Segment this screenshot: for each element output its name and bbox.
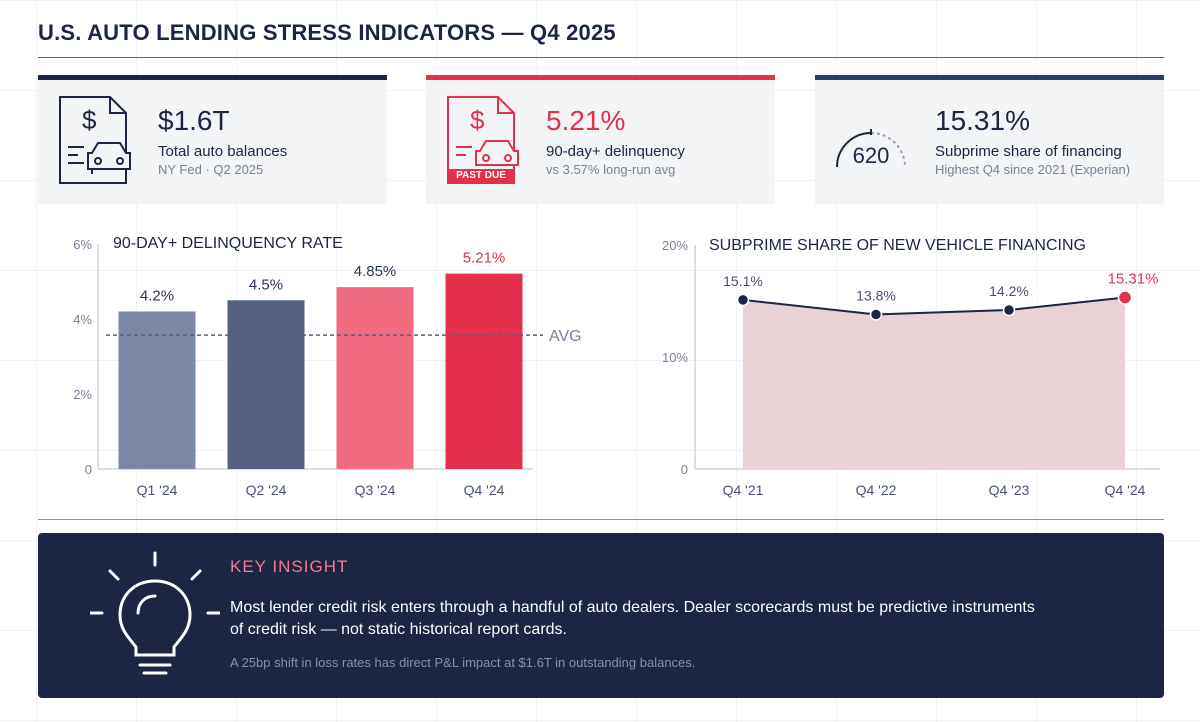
svg-text:$: $ — [470, 105, 485, 135]
bar — [118, 311, 196, 469]
y-tick-label: 0 — [681, 462, 688, 477]
auto-loan-document-icon: $ — [59, 96, 131, 184]
insight-footnote: A 25bp shift in loss rates has direct P&… — [230, 655, 696, 670]
bar-value-label: 4.2% — [140, 288, 174, 305]
kpi-source: Highest Q4 since 2021 (Experian) — [935, 162, 1131, 177]
bar — [336, 287, 414, 469]
kpi-value: $1.6T — [158, 105, 230, 136]
y-tick-label: 6% — [73, 237, 92, 252]
svg-text:$: $ — [82, 105, 97, 135]
x-tick-label: Q4 '24 — [1105, 482, 1146, 498]
kpi-source: NY Fed · Q2 2025 — [158, 162, 264, 177]
credit-score-gauge-icon — [836, 129, 906, 168]
kpi-value: 5.21% — [546, 105, 626, 136]
x-tick-label: Q4 '22 — [856, 482, 897, 498]
kpi-card-subprime: 620 15.31% Subprime share of financing H… — [815, 75, 1164, 204]
data-point — [1117, 290, 1133, 305]
x-tick-label: Q2 '24 — [246, 482, 287, 498]
past-due-document-icon: $ — [447, 96, 519, 184]
y-tick-label: 2% — [73, 387, 92, 402]
page-title: U.S. AUTO LENDING STRESS INDICATORS — Q4… — [38, 20, 616, 45]
area-chart-title: SUBPRIME SHARE OF NEW VEHICLE FINANCING — [709, 237, 1086, 254]
kpi-accent-bar — [815, 75, 1164, 80]
kpi-card-delinquency: $ PAST DUE 5.21% 90-day+ delinquency vs … — [426, 75, 775, 204]
insight-heading: KEY INSIGHT — [230, 557, 349, 576]
bar-value-label: 5.21% — [463, 250, 506, 267]
kpi-label: Total auto balances — [158, 143, 288, 160]
data-point — [1002, 303, 1016, 317]
point-value-label: 14.2% — [989, 283, 1029, 299]
title-divider — [38, 57, 1164, 58]
point-value-label: 15.31% — [1108, 271, 1159, 288]
kpi-label: 90-day+ delinquency — [546, 143, 685, 160]
past-due-badge: PAST DUE — [456, 170, 506, 181]
average-line-label: AVG — [549, 328, 582, 345]
bar — [227, 300, 305, 469]
bar-chart-title: 90-DAY+ DELINQUENCY RATE — [113, 235, 343, 252]
kpi-label: Subprime share of financing — [935, 143, 1122, 160]
key-insight-panel: KEY INSIGHT Most lender credit risk ente… — [38, 533, 1164, 698]
subprime-area-chart: SUBPRIME SHARE OF NEW VEHICLE FINANCING 0… — [662, 237, 1160, 498]
x-tick-label: Q4 '24 — [464, 482, 505, 498]
y-tick-label: 4% — [73, 312, 92, 327]
kpi-card-balances: $ $1.6T Total auto balances NY Fed · Q2 … — [38, 75, 387, 204]
series-line — [742, 296, 1126, 316]
lightbulb-icon — [90, 551, 220, 675]
kpi-comparison: vs 3.57% long-run avg — [546, 162, 676, 177]
section-divider — [38, 519, 1164, 520]
x-tick-label: Q4 '21 — [723, 482, 764, 498]
point-value-label: 13.8% — [856, 287, 896, 303]
insight-body: Most lender credit risk enters through a… — [230, 599, 1035, 638]
y-tick-label: 10% — [662, 350, 688, 365]
kpi-accent-bar — [38, 75, 387, 80]
bar-value-label: 4.5% — [249, 276, 283, 293]
x-tick-label: Q3 '24 — [355, 482, 396, 498]
x-tick-label: Q4 '23 — [989, 482, 1030, 498]
delinquency-bar-chart: 90-DAY+ DELINQUENCY RATE 0 2% 4% 6% 4.2% Q1 '2… — [73, 235, 582, 498]
gauge-value: 620 — [852, 143, 890, 168]
point-value-label: 15.1% — [723, 273, 763, 289]
kpi-value: 15.31% — [935, 105, 1030, 136]
bar — [445, 273, 523, 469]
data-point — [869, 308, 883, 321]
y-tick-label: 20% — [662, 238, 688, 253]
bar-value-label: 4.85% — [354, 263, 397, 280]
data-point — [736, 293, 750, 307]
y-tick-label: 0 — [85, 462, 92, 477]
x-tick-label: Q1 '24 — [137, 482, 178, 498]
kpi-accent-bar — [426, 75, 775, 80]
area-fill — [743, 297, 1125, 469]
